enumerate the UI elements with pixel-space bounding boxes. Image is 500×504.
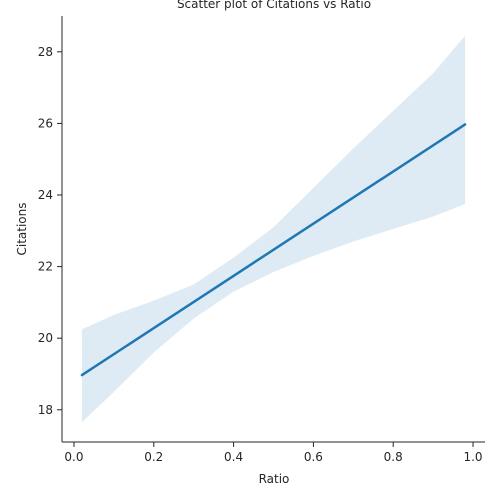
y-tick-label: 20 <box>38 331 53 345</box>
x-tick-label: 0.4 <box>224 450 243 464</box>
regression-line <box>80 123 467 377</box>
confidence-band-layer <box>81 35 466 423</box>
x-tick-label: 0.6 <box>304 450 323 464</box>
y-tick-label: 28 <box>38 45 53 59</box>
confidence-band <box>81 35 466 423</box>
y-tick-label: 18 <box>38 403 53 417</box>
x-tick-label: 0.8 <box>384 450 403 464</box>
y-axis-label: Citations <box>15 202 29 255</box>
regression-line-layer <box>80 123 467 377</box>
x-tick-label: 0.0 <box>64 450 83 464</box>
y-tick-label: 22 <box>38 260 53 274</box>
x-tick-label: 1.0 <box>463 450 482 464</box>
x-axis-label: Ratio <box>259 472 290 486</box>
chart-title: Scatter plot of Citations vs Ratio <box>177 0 371 11</box>
y-tick-label: 24 <box>38 188 53 202</box>
x-tick-label: 0.2 <box>144 450 163 464</box>
y-ticks: 18 20 22 24 26 28 <box>38 45 62 417</box>
x-ticks: 0.0 0.2 0.4 0.6 0.8 1.0 <box>64 442 483 464</box>
y-tick-label: 26 <box>38 116 53 130</box>
